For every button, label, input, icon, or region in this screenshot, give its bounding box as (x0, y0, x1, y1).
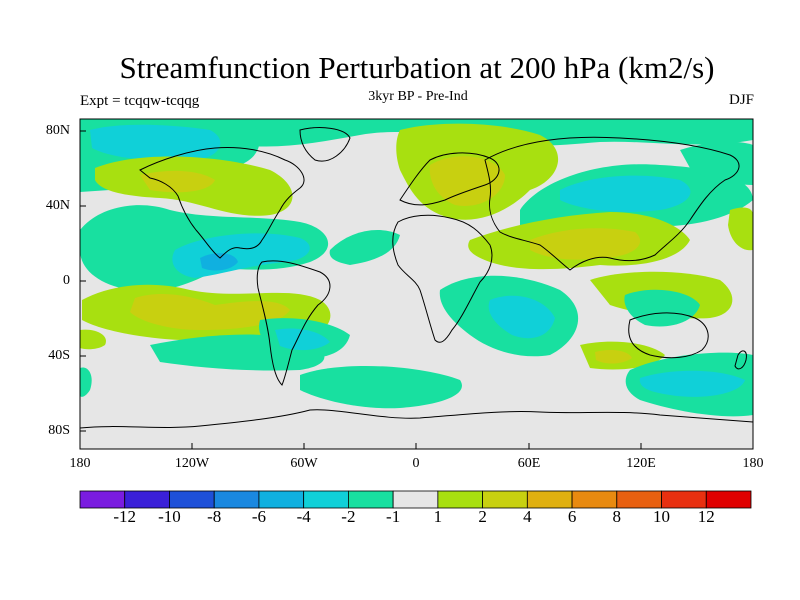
anomaly-region (329, 230, 400, 265)
anomaly-region (488, 295, 555, 339)
coastline-asia (484, 136, 740, 271)
anomaly-region (624, 289, 700, 327)
colorbar-label: 1 (433, 507, 443, 526)
anomaly-region (275, 328, 330, 351)
colorbar-label: -1 (386, 507, 401, 526)
lon-tick-label: 60W (290, 456, 318, 471)
lat-tick-label: 0 (63, 273, 70, 288)
lon-tick-label: 60E (517, 456, 541, 471)
experiment-label: Expt = tcqqw-tcqqg (80, 93, 200, 109)
colorbar-swatch (124, 490, 170, 509)
lon-tick-label: 180 (742, 456, 764, 471)
season-label: DJF (728, 92, 754, 108)
lon-tick-label: 120E (626, 456, 656, 471)
coastline-new-zealand (734, 350, 747, 370)
colorbar-swatch (347, 490, 394, 509)
lon-tick-label: 0 (412, 456, 420, 471)
colorbar-swatch (392, 490, 439, 509)
colorbar-label: -12 (113, 507, 137, 526)
colorbar-label: 12 (697, 507, 715, 526)
lon-tick-label: 120W (174, 456, 210, 471)
coastline-greenland (299, 127, 351, 162)
anomaly-region (130, 294, 290, 330)
colorbar-swatch (258, 490, 305, 509)
anomaly-region (530, 228, 641, 260)
anomaly-region (80, 367, 92, 397)
coastline-europe (399, 152, 500, 206)
anomaly-region (429, 156, 505, 206)
colorbar-label: -8 (207, 507, 222, 526)
colorbar-label: -6 (251, 507, 266, 526)
coastline-antarctica (80, 409, 753, 429)
coastline-north-america (139, 147, 305, 259)
anomaly-region (639, 370, 745, 397)
colorbar-swatch (526, 490, 573, 509)
coastlines (80, 127, 753, 429)
coastline-south-america (256, 260, 331, 386)
colorbar-swatch (169, 490, 215, 509)
coastline-africa (392, 214, 493, 343)
colorbar-swatch (661, 490, 707, 509)
anomaly-region (728, 207, 753, 251)
anomaly-region (80, 420, 753, 449)
anomaly-region (595, 350, 632, 364)
lat-tick-label: 80N (45, 123, 70, 138)
anomaly-region (140, 170, 215, 193)
colorbar-label: 4 (523, 507, 532, 526)
colorbar-swatch (616, 490, 662, 509)
lon-tick-label: 180 (69, 456, 91, 471)
colorbar-label: 10 (653, 507, 671, 526)
colorbar-label: -2 (341, 507, 356, 526)
anomaly-region (560, 175, 691, 212)
lat-tick-label: 40S (48, 348, 70, 363)
colorbar-swatch (571, 490, 618, 509)
anomaly-region (300, 365, 462, 409)
lat-tick-label: 40N (45, 198, 70, 213)
colorbar-label: -10 (158, 507, 181, 526)
colorbar-swatch (705, 490, 752, 509)
anomaly-region (200, 253, 238, 271)
lat-tick-label: 80S (48, 423, 70, 438)
coastline-australia (628, 312, 709, 359)
colorbar-label: 8 (612, 507, 622, 526)
colorbar-swatch (79, 490, 126, 509)
colorbar-label: 2 (478, 507, 487, 526)
anomaly-fields (80, 119, 753, 449)
axis-ticks (79, 130, 754, 449)
anomaly-region (90, 124, 221, 161)
colorbar-swatch (303, 490, 349, 509)
colorbar-swatch (482, 490, 528, 509)
colorbar-swatch (437, 490, 484, 509)
map-title: Streamfunction Perturbation at 200 hPa (… (119, 50, 715, 85)
colorbar-swatch (213, 490, 260, 509)
anomaly-region (80, 329, 106, 350)
colorbar-label: 6 (567, 507, 577, 526)
colorbar-label: -4 (296, 507, 311, 526)
colorbar (79, 490, 752, 509)
period-label: 3kyr BP - Pre-Ind (368, 89, 468, 104)
